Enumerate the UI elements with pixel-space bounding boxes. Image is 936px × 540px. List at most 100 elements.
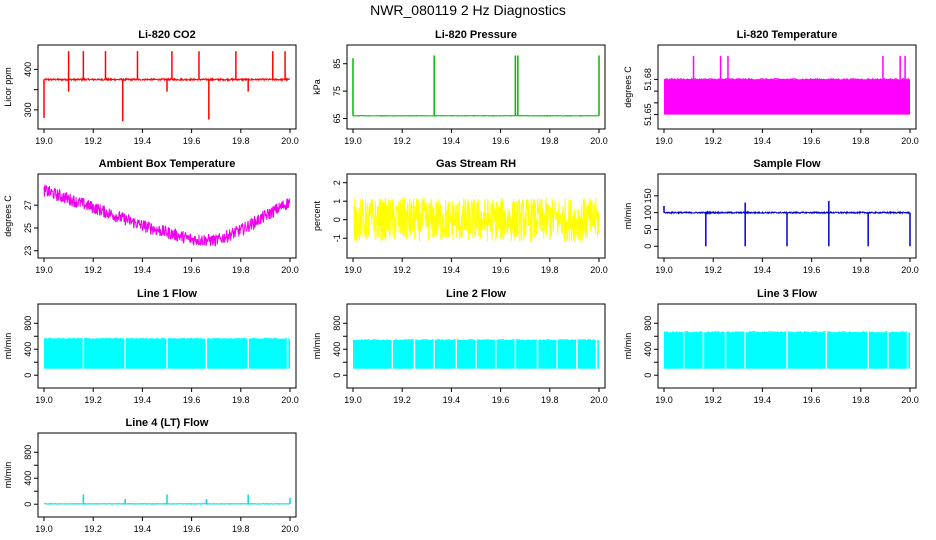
chart-panel: Sample Flow ml/min 0 50 100 150 19.0 19.2 19.4 19…	[623, 158, 919, 275]
data-series	[43, 337, 290, 370]
x-tick-label: 20.0	[281, 395, 299, 405]
data-line	[663, 77, 910, 82]
x-tick-label: 19.4	[443, 265, 461, 275]
y-tick-label: 27	[23, 200, 33, 210]
y-tick-label: 800	[23, 445, 33, 460]
x-tick-label: 19.8	[232, 265, 250, 275]
y-tick-label: 400	[23, 62, 33, 77]
x-tick-label: 20.0	[901, 136, 919, 146]
x-tick-label: 20.0	[281, 524, 299, 534]
y-axis-label: ml/min	[312, 333, 322, 360]
chart-title: Gas Stream RH	[436, 158, 516, 170]
x-tick-label: 19.0	[35, 265, 53, 275]
data-line	[43, 184, 291, 247]
chart-title: Li-820 Pressure	[435, 29, 517, 41]
chart-panel: Li-820 CO2 Licor ppm 300 400 19.0 19.2 19.4 19.…	[3, 29, 299, 146]
chart-panel: Li-820 Pressure kPa 65 75 85 19.0 19.2 19.4 19.6…	[312, 29, 608, 146]
y-tick-label: 85	[332, 59, 342, 69]
x-tick-label: 19.0	[35, 136, 53, 146]
chart-panel: Line 3 Flow ml/min 0 400 800 19.0 19.2 19.4 19.6…	[623, 288, 919, 405]
chart-panel: Line 4 (LT) Flow ml/min 0 400 800 19.0 19.2 19.…	[3, 417, 299, 534]
x-tick-label: 19.4	[134, 395, 152, 405]
y-tick-label: 0	[23, 502, 33, 507]
chart-title: Line 4 (LT) Flow	[126, 417, 209, 429]
x-tick-label: 19.6	[183, 136, 201, 146]
y-tick-label: 51.68	[643, 68, 653, 91]
x-tick-label: 19.8	[232, 136, 250, 146]
x-tick-label: 19.6	[803, 265, 821, 275]
y-tick-label: 800	[23, 316, 33, 331]
y-tick-label: 65	[332, 114, 342, 124]
y-tick-label: 400	[332, 342, 342, 357]
y-axis-label: kPa	[312, 79, 322, 95]
y-axis-label: ml/min	[623, 203, 633, 230]
x-tick-label: 19.4	[134, 136, 152, 146]
y-tick-label: 0	[23, 373, 33, 378]
chart-title: Ambient Box Temperature	[99, 158, 236, 170]
chart-title: Line 1 Flow	[137, 288, 197, 300]
page-title: NWR_080119 2 Hz Diagnostics	[370, 2, 566, 18]
data-series	[663, 200, 911, 247]
y-tick-label: 400	[23, 471, 33, 486]
y-tick-label: 0	[332, 373, 342, 378]
x-tick-label: 19.6	[183, 395, 201, 405]
y-axis-label: ml/min	[3, 462, 13, 489]
y-tick-label: 400	[643, 342, 653, 357]
chart-panel: Li-820 Temperature degrees C 51.65 51.68 19.…	[623, 29, 919, 146]
y-tick-label: 0	[643, 244, 653, 249]
data-series	[43, 51, 290, 122]
chart-panel: Gas Stream RH percent -1 0 1 2 19.0 19.2 19.4 19.…	[312, 158, 608, 275]
y-tick-label: 300	[23, 102, 33, 117]
x-tick-label: 19.0	[344, 395, 362, 405]
x-tick-label: 19.0	[344, 136, 362, 146]
data-band	[664, 79, 910, 115]
chart-panel: Ambient Box Temperature degrees C 23 25 27 19…	[3, 158, 299, 275]
y-tick-label: 800	[643, 316, 653, 331]
y-axis-label: ml/min	[3, 333, 13, 360]
x-tick-label: 19.0	[655, 136, 673, 146]
x-tick-label: 20.0	[901, 265, 919, 275]
plot-frame	[346, 173, 606, 259]
y-tick-label: 0	[332, 217, 342, 222]
x-tick-label: 19.4	[443, 136, 461, 146]
x-tick-label: 19.6	[803, 395, 821, 405]
y-tick-label: 75	[332, 86, 342, 96]
x-tick-label: 19.8	[232, 524, 250, 534]
x-tick-label: 19.2	[704, 395, 722, 405]
x-tick-label: 19.8	[541, 136, 559, 146]
x-tick-label: 19.2	[704, 136, 722, 146]
x-tick-label: 19.8	[232, 395, 250, 405]
x-tick-label: 19.4	[754, 136, 772, 146]
data-series	[352, 55, 600, 117]
data-series	[352, 197, 600, 242]
x-tick-label: 19.6	[492, 265, 510, 275]
x-tick-label: 19.6	[183, 524, 201, 534]
x-tick-label: 19.0	[35, 395, 53, 405]
chart-title: Line 2 Flow	[446, 288, 506, 300]
x-tick-label: 19.8	[541, 265, 559, 275]
y-tick-label: 0	[643, 373, 653, 378]
chart-title: Sample Flow	[753, 158, 821, 170]
data-series	[352, 338, 599, 370]
x-tick-label: 19.6	[492, 136, 510, 146]
x-tick-label: 19.2	[84, 395, 102, 405]
x-tick-label: 19.2	[393, 395, 411, 405]
x-tick-label: 20.0	[281, 136, 299, 146]
y-tick-label: 100	[643, 205, 653, 220]
chart-title: Line 3 Flow	[757, 288, 817, 300]
data-series	[663, 330, 910, 370]
x-tick-label: 19.2	[393, 136, 411, 146]
x-tick-label: 19.2	[84, 524, 102, 534]
y-tick-label: -1	[332, 234, 342, 242]
y-tick-label: 150	[643, 188, 653, 203]
chart-title: Li-820 CO2	[138, 29, 195, 41]
x-tick-label: 19.6	[492, 395, 510, 405]
x-tick-label: 19.4	[754, 395, 772, 405]
x-tick-label: 19.4	[443, 395, 461, 405]
chart-panel: Line 2 Flow ml/min 0 400 800 19.0 19.2 19.4 19.6…	[312, 288, 608, 405]
y-tick-label: 51.65	[643, 103, 653, 126]
plot-frame	[657, 303, 917, 389]
data-series	[663, 55, 910, 115]
y-axis-label: degrees C	[623, 66, 633, 108]
